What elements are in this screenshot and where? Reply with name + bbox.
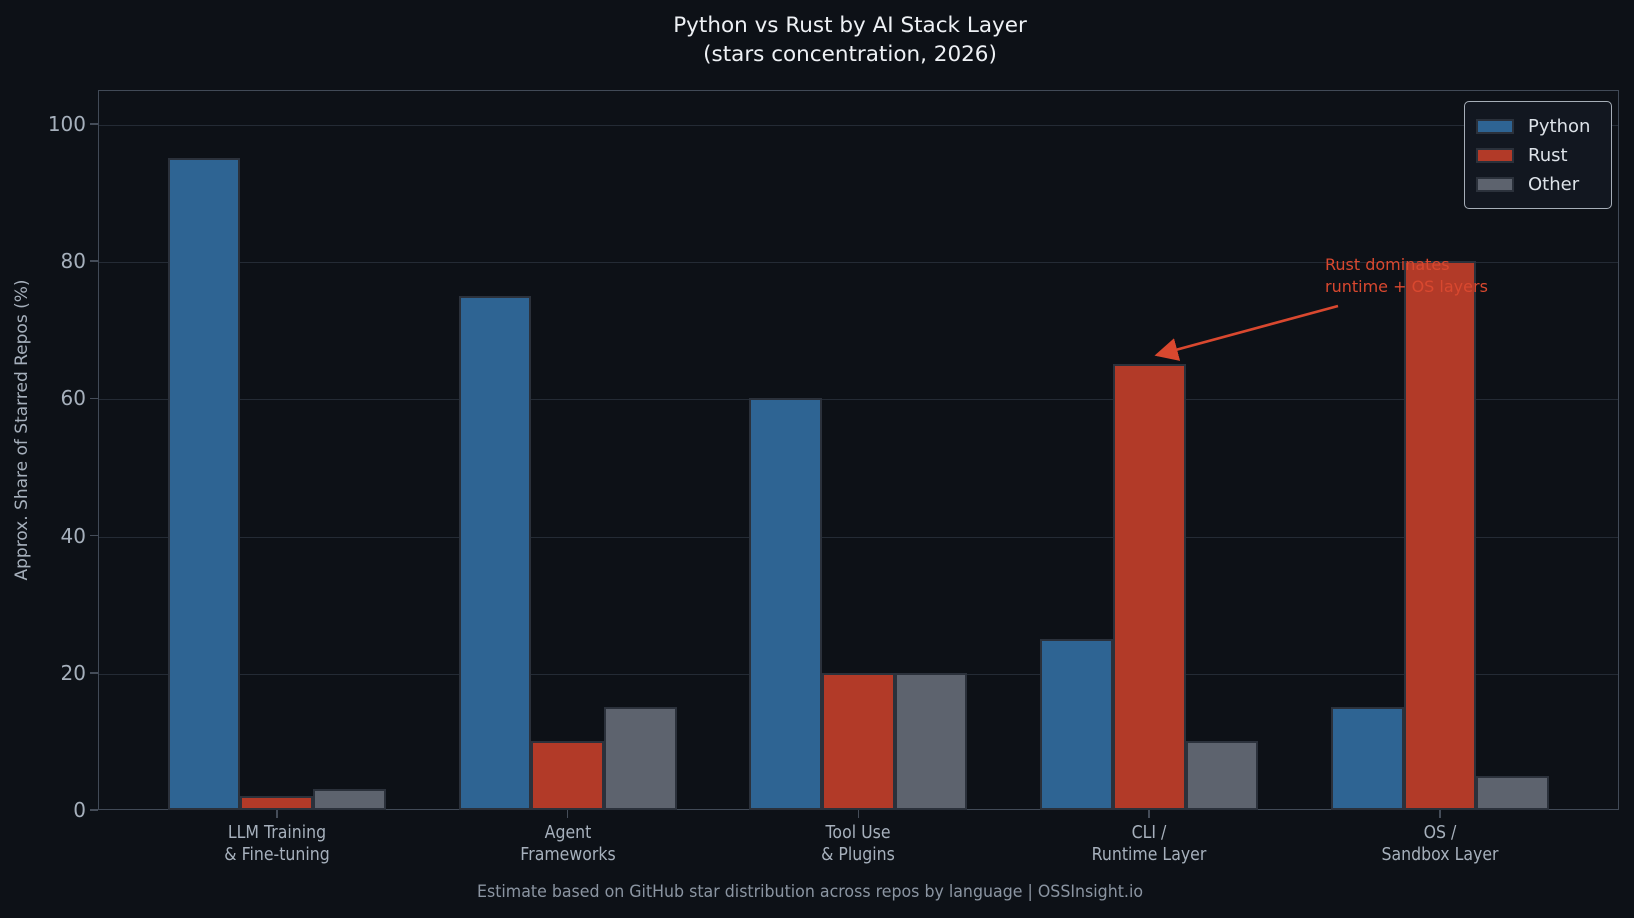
bar-rust-4 [1403, 261, 1477, 810]
y-tick-label-100: 100 [47, 112, 86, 136]
bar-python-1 [458, 295, 532, 810]
y-tick-label-20: 20 [60, 660, 86, 685]
bar-rust-2 [822, 672, 895, 810]
legend-label-other: Other [1528, 173, 1580, 195]
gridline-100 [99, 125, 1618, 126]
bar-other-4 [1476, 775, 1550, 810]
footer-caption: Estimate based on GitHub star distributi… [476, 882, 1144, 902]
y-tick-mark-0 [90, 809, 98, 811]
legend-row-other: Other [1476, 170, 1600, 199]
x-tick-label-2: Tool Use & Plugins [821, 823, 896, 865]
bar-python-2 [749, 398, 823, 810]
annotation-text: Rust dominates runtime + OS layers [1325, 255, 1488, 296]
x-tick-mark-0 [276, 810, 278, 818]
x-tick-label-1: Agent Frameworks [519, 823, 616, 865]
bar-python-3 [1040, 638, 1113, 810]
bar-other-2 [894, 672, 968, 810]
gridline-40 [99, 536, 1618, 538]
x-tick-mark-1 [566, 810, 569, 818]
chart-title: Python vs Rust by AI Stack Layer [673, 13, 1027, 38]
y-tick-label-0: 0 [73, 798, 86, 822]
x-tick-mark-4 [1439, 810, 1441, 818]
x-tick-mark-3 [1148, 810, 1150, 818]
y-tick-label-80: 80 [60, 249, 86, 274]
gridline-80 [99, 262, 1618, 264]
legend-label-rust: Rust [1528, 144, 1568, 166]
y-tick-label-60: 60 [60, 386, 86, 411]
legend-row-python: Python [1476, 112, 1600, 141]
bar-python-4 [1330, 707, 1404, 810]
legend-swatch-python [1476, 119, 1514, 134]
legend-label-python: Python [1528, 115, 1591, 137]
x-tick-label-0: LLM Training & Fine-tuning [224, 823, 330, 865]
gridline-60 [99, 399, 1618, 401]
bar-python-0 [167, 158, 241, 810]
legend-swatch-other [1476, 177, 1514, 192]
bar-rust-3 [1112, 364, 1186, 810]
y-tick-mark-60 [90, 397, 98, 400]
chart-subtitle: (stars concentration, 2026) [703, 42, 997, 67]
y-tick-mark-20 [90, 672, 98, 674]
bar-other-3 [1185, 741, 1259, 810]
x-tick-label-3: CLI / Runtime Layer [1091, 823, 1207, 865]
y-tick-mark-100 [90, 123, 98, 125]
legend-swatch-rust [1476, 148, 1514, 163]
legend-row-rust: Rust [1476, 141, 1600, 170]
y-tick-label-40: 40 [60, 523, 86, 548]
x-tick-mark-2 [857, 810, 860, 818]
bar-other-0 [313, 789, 386, 810]
y-tick-mark-40 [90, 534, 98, 537]
bar-rust-1 [531, 741, 604, 810]
x-tick-label-4: OS / Sandbox Layer [1381, 823, 1499, 865]
bar-rust-0 [240, 796, 314, 810]
bar-other-1 [603, 707, 677, 810]
legend: Python Rust Other [1464, 101, 1612, 209]
y-tick-mark-80 [90, 260, 98, 262]
